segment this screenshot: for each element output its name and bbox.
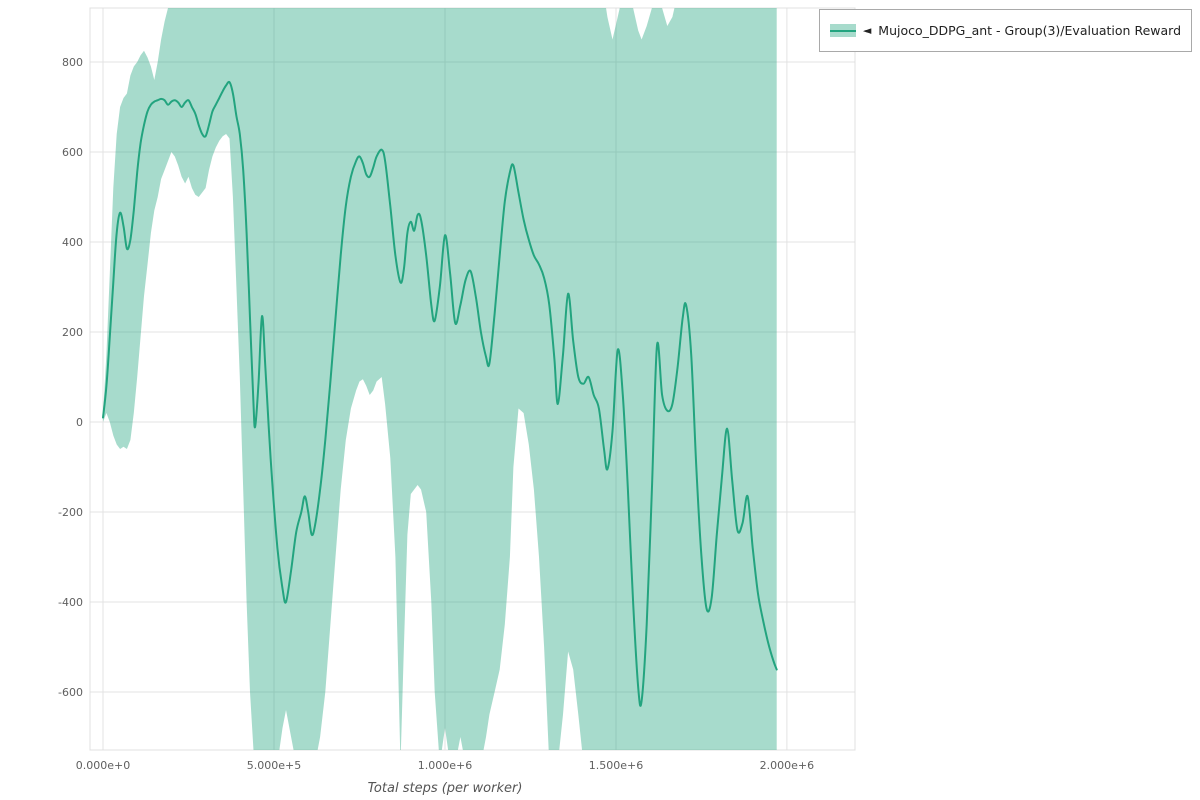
x-tick-label: 1.000e+6 xyxy=(418,759,472,772)
plot-border xyxy=(89,7,856,751)
grid xyxy=(90,8,855,750)
y-tick-label: -200 xyxy=(58,506,83,519)
y-tick-label: 0 xyxy=(76,416,83,429)
reward-mean-line xyxy=(102,80,778,707)
y-tick-label: 800 xyxy=(62,56,83,69)
y-tick-label: 400 xyxy=(62,236,83,249)
legend-swatch-line xyxy=(829,29,856,32)
legend-collapse-icon[interactable]: ◄ xyxy=(862,24,872,37)
legend-label: Mujoco_DDPG_ant - Group(3)/Evaluation Re… xyxy=(878,23,1181,38)
x-tick-label: 0.000e+0 xyxy=(76,759,130,772)
x-tick-label: 5.000e+5 xyxy=(247,759,301,772)
x-tick-label: 1.500e+6 xyxy=(589,759,643,772)
y-tick-label: 200 xyxy=(62,326,83,339)
tick-labels: -600 -400 -200 0 200 400 600 800 0.000e+0 5.000e+… xyxy=(58,56,814,772)
x-axis-title: Total steps (per worker) xyxy=(367,781,523,796)
legend-swatch xyxy=(829,24,856,37)
y-tick-label: -600 xyxy=(58,686,83,699)
reward-confidence-band xyxy=(103,8,777,750)
y-tick-label: 600 xyxy=(62,146,83,159)
legend[interactable]: ◄ Mujoco_DDPG_ant - Group(3)/Evaluation … xyxy=(818,9,1192,52)
y-tick-label: -400 xyxy=(58,596,83,609)
x-tick-label: 2.000e+6 xyxy=(760,759,814,772)
